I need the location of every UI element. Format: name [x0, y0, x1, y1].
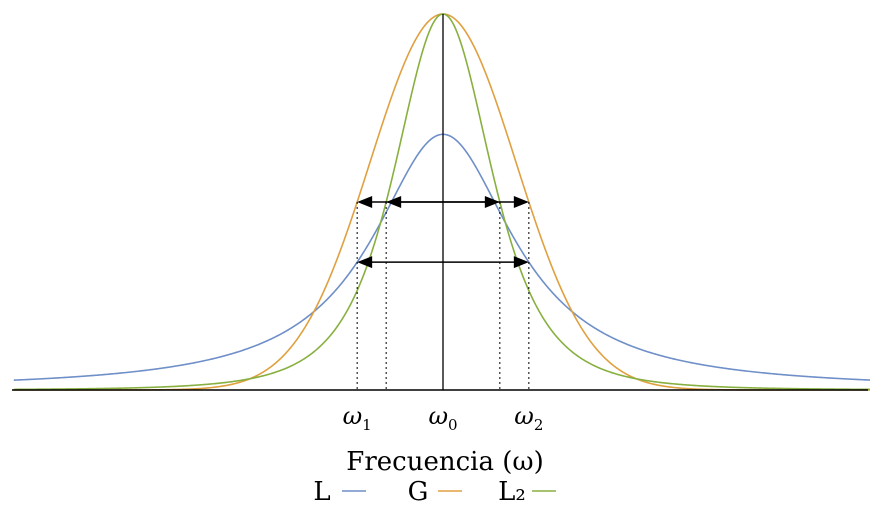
- x-tick-label-1: ω0: [428, 402, 457, 434]
- legend-label: L: [313, 477, 330, 507]
- x-axis-label: Frecuencia (ω): [346, 447, 543, 477]
- legend-item-0: L: [313, 477, 366, 507]
- tick-labels: ω1 ω0 ω2: [343, 402, 544, 434]
- x-tick-label-2: ω2: [514, 402, 543, 434]
- legend-label: L₂: [498, 477, 526, 507]
- x-tick-label-0: ω1: [343, 402, 372, 434]
- legend-label: G: [408, 477, 429, 507]
- series-line-0: [14, 134, 870, 380]
- legend-item-2: L₂: [498, 477, 556, 507]
- legend: L G L₂: [313, 477, 556, 507]
- legend-item-1: G: [408, 477, 462, 507]
